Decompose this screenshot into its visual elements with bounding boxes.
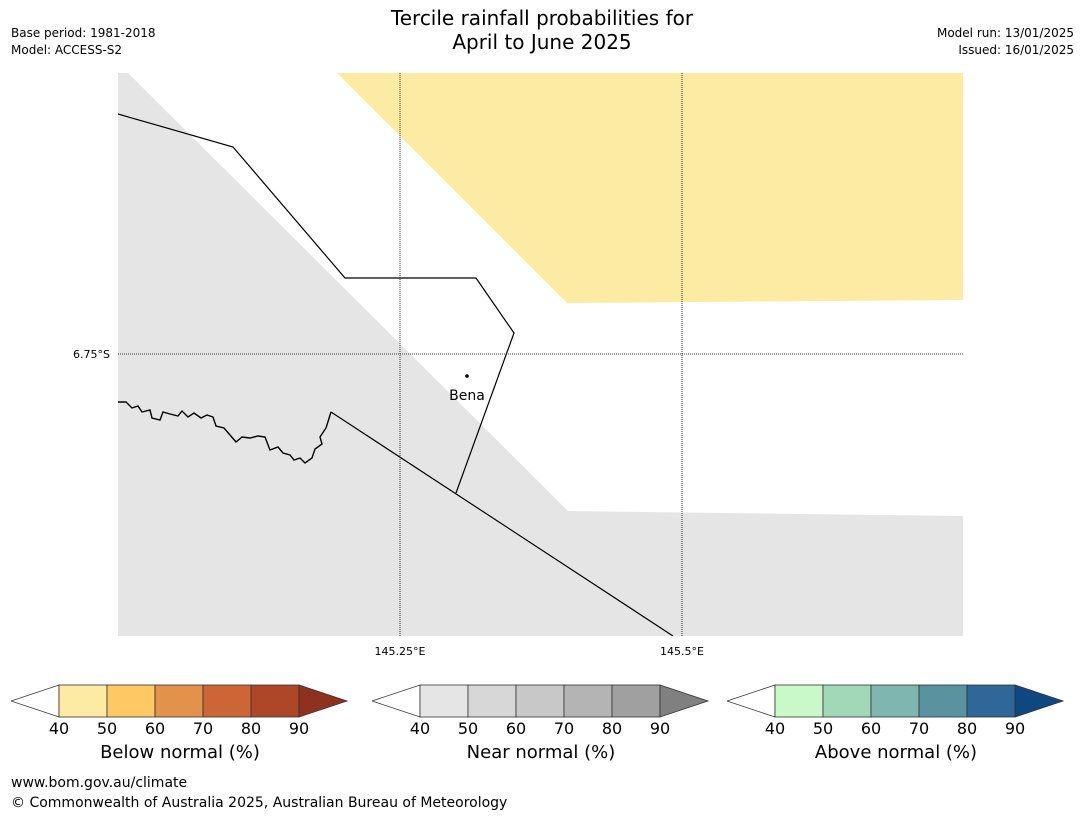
below-normal-swatch-40-50 bbox=[58, 684, 108, 718]
near-normal-swatch-70-80 bbox=[563, 684, 613, 718]
footer-url[interactable]: www.bom.gov.au/climate bbox=[11, 775, 188, 791]
near-normal-swatch-80-90 bbox=[611, 684, 661, 718]
near-normal-tick-label: 80 bbox=[601, 719, 623, 738]
near-normal-tick-label: 90 bbox=[649, 719, 671, 738]
model-run-text: Model run: 13/01/2025 bbox=[936, 26, 1074, 40]
longitude-label-145-25: 145.25°E bbox=[375, 645, 426, 658]
below-normal-extension-low bbox=[11, 684, 60, 718]
colorbar-below-normal bbox=[11, 684, 349, 718]
below-normal-swatch-60-70 bbox=[154, 684, 204, 718]
below-normal-extension-high bbox=[298, 684, 349, 718]
above-normal-tick-label: 90 bbox=[1004, 719, 1026, 738]
above-normal-swatch-40-50 bbox=[774, 684, 824, 718]
header-meta-right: Model run: 13/01/2025 Issued: 16/01/2025 bbox=[937, 25, 1074, 59]
above-normal-swatch-80-90 bbox=[966, 684, 1016, 718]
longitude-label-145-5: 145.5°E bbox=[660, 645, 704, 658]
title-line-1: Tercile rainfall probabilities for bbox=[390, 6, 694, 30]
above-normal-swatch-70-80 bbox=[918, 684, 968, 718]
latitude-label: 6.75°S bbox=[73, 348, 110, 361]
near-normal-tick-label: 40 bbox=[409, 719, 431, 738]
below-normal-tick-label: 60 bbox=[144, 719, 166, 738]
above-normal-tick-label: 40 bbox=[764, 719, 786, 738]
map-title: Tercile rainfall probabilities for April… bbox=[292, 6, 792, 54]
below-normal-swatch-80-90 bbox=[250, 684, 300, 718]
near-normal-tick-label: 60 bbox=[505, 719, 527, 738]
above-normal-tick-label: 70 bbox=[908, 719, 930, 738]
above-normal-tick-label: 60 bbox=[860, 719, 882, 738]
legend-near-normal: Near normal (%) 40 50 60 70 80 90 bbox=[372, 682, 710, 772]
above-normal-swatch-60-70 bbox=[870, 684, 920, 718]
below-normal-swatch-70-80 bbox=[202, 684, 252, 718]
legend-below-normal: Below normal (%) 40 50 60 70 80 90 bbox=[11, 682, 349, 772]
near-normal-tick-label: 70 bbox=[553, 719, 575, 738]
bena-label: Bena bbox=[449, 388, 485, 404]
above-normal-swatch-50-60 bbox=[822, 684, 872, 718]
near-normal-extension-low bbox=[372, 684, 421, 718]
issued-text: Issued: 16/01/2025 bbox=[958, 43, 1074, 57]
bena-location-dot bbox=[465, 374, 469, 378]
near-normal-tick-label: 50 bbox=[457, 719, 479, 738]
model-text: Model: ACCESS-S2 bbox=[11, 43, 123, 57]
below-normal-region bbox=[337, 73, 963, 303]
title-line-2: April to June 2025 bbox=[452, 30, 632, 54]
near-normal-region bbox=[118, 73, 963, 636]
legend-title-below-normal: Below normal (%) bbox=[100, 742, 260, 763]
below-normal-tick-label: 40 bbox=[48, 719, 70, 738]
near-normal-swatch-40-50 bbox=[419, 684, 469, 718]
province-boundary bbox=[118, 113, 515, 494]
above-normal-extension-high bbox=[1014, 684, 1065, 718]
below-normal-swatch-50-60 bbox=[106, 684, 156, 718]
above-normal-extension-low bbox=[727, 684, 776, 718]
legend-title-near-normal: Near normal (%) bbox=[466, 742, 616, 763]
above-normal-tick-label: 50 bbox=[812, 719, 834, 738]
near-normal-swatch-50-60 bbox=[467, 684, 517, 718]
below-normal-tick-label: 50 bbox=[96, 719, 118, 738]
below-normal-tick-label: 90 bbox=[288, 719, 310, 738]
map-canvas: Bena 6.75°S 145.25°E 145.5°E bbox=[73, 73, 963, 658]
colorbar-near-normal bbox=[372, 684, 710, 718]
footer-copyright: © Commonwealth of Australia 2025, Austra… bbox=[11, 795, 508, 811]
legend-above-normal: Above normal (%) 40 50 60 70 80 90 bbox=[727, 682, 1065, 772]
near-normal-extension-high bbox=[659, 684, 710, 718]
legend-title-above-normal: Above normal (%) bbox=[814, 742, 978, 763]
below-normal-tick-label: 80 bbox=[240, 719, 262, 738]
legend-area: Below normal (%) 40 50 60 70 80 90 Near norma… bbox=[0, 682, 1085, 772]
near-normal-swatch-60-70 bbox=[515, 684, 565, 718]
province-boundary-south bbox=[330, 411, 674, 636]
header-meta-left: Base period: 1981-2018 Model: ACCESS-S2 bbox=[11, 25, 156, 59]
base-period-text: Base period: 1981-2018 bbox=[11, 26, 156, 40]
above-normal-tick-label: 80 bbox=[956, 719, 978, 738]
river-line bbox=[118, 401, 332, 464]
below-normal-tick-label: 70 bbox=[192, 719, 214, 738]
colorbar-above-normal bbox=[727, 684, 1065, 718]
